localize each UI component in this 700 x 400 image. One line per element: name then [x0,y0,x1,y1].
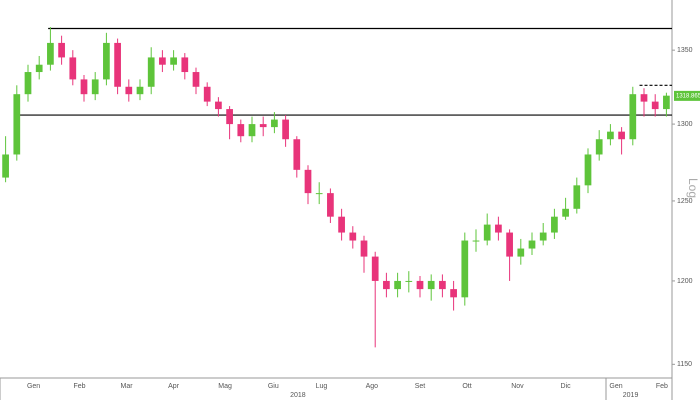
candle-body [416,280,424,290]
candle-body [192,72,200,87]
candle-body [663,95,670,110]
candle-body [495,224,502,233]
x-tick-label: Nov [511,383,524,390]
candle-body [349,232,357,241]
candle-body [394,280,401,290]
y-tick-label: 1300 [677,121,693,128]
candle-body [517,248,525,257]
candle-body [528,240,536,249]
candle-body [640,94,648,102]
candle-body [248,124,256,137]
candle-body [170,57,177,65]
candle-body [562,208,569,217]
candle-body [629,94,637,140]
year-label: 2019 [623,392,639,399]
candle-body [327,193,334,217]
last-price-box [674,90,700,101]
candle-body [114,42,121,87]
candle-body [551,216,558,233]
candle-body [651,101,659,110]
x-tick-label: Gen [27,383,40,390]
candle-body [237,124,245,137]
candle-body [293,139,301,170]
scale-label: Log [686,178,700,198]
x-tick-label: Apr [168,383,180,390]
candle-body [595,139,603,155]
candle-body [439,280,446,290]
candle-body [573,185,581,209]
x-tick-label: Mag [218,383,232,390]
candle-body [35,64,43,73]
candle-body [125,86,133,95]
candle-body [371,256,379,281]
y-tick-label: 1150 [677,361,692,368]
x-tick-label: Feb [73,383,85,390]
candle-body [282,119,289,140]
candle-body [383,280,390,290]
candle-body [338,216,345,233]
candle-body [47,42,54,65]
candle-body [539,232,547,241]
x-tick-label: Giu [268,383,279,390]
candle-body [450,289,457,298]
candle-body [215,101,222,110]
candle-body [2,154,9,178]
x-tick-label: Set [415,383,426,390]
candle-body [91,79,99,95]
candle-body [13,94,21,155]
x-tick-label: Ago [366,383,379,390]
candle-body [405,280,413,282]
y-tick-label: 1350 [677,47,693,54]
candle-body [461,240,469,298]
x-tick-label: Gen [609,383,622,390]
candle-body [24,72,32,95]
candle-body [147,57,155,87]
x-tick-label: Mar [121,383,134,390]
candle-body [259,124,267,128]
x-tick-label: Dic [561,383,572,390]
year-label: 2018 [290,392,306,399]
candle-body [427,280,435,290]
candle-body [136,86,144,95]
candle-body [58,42,65,58]
candle-body [271,119,278,128]
x-tick-label: Ott [462,383,471,390]
candle-body [159,57,166,65]
candle-body [181,57,189,73]
candle-body [304,169,312,194]
candle-body [618,131,625,140]
candle-body [483,224,491,241]
candle-body [360,240,368,257]
candle-body [584,154,592,186]
candle-body [69,57,77,80]
candle-body [103,42,110,80]
y-tick-label: 1200 [677,278,693,285]
x-tick-label: Lug [316,383,328,390]
y-tick-label: 1250 [677,198,693,205]
x-tick-label: Feb [656,383,668,390]
candle-body [607,131,614,140]
candle-body [226,109,233,125]
last-price-label: 1318.8654 [676,93,700,99]
candle-body [315,193,323,195]
candle-body [80,79,88,95]
candle-body [203,86,211,102]
candle-body [472,240,480,242]
candle-body [506,232,513,257]
